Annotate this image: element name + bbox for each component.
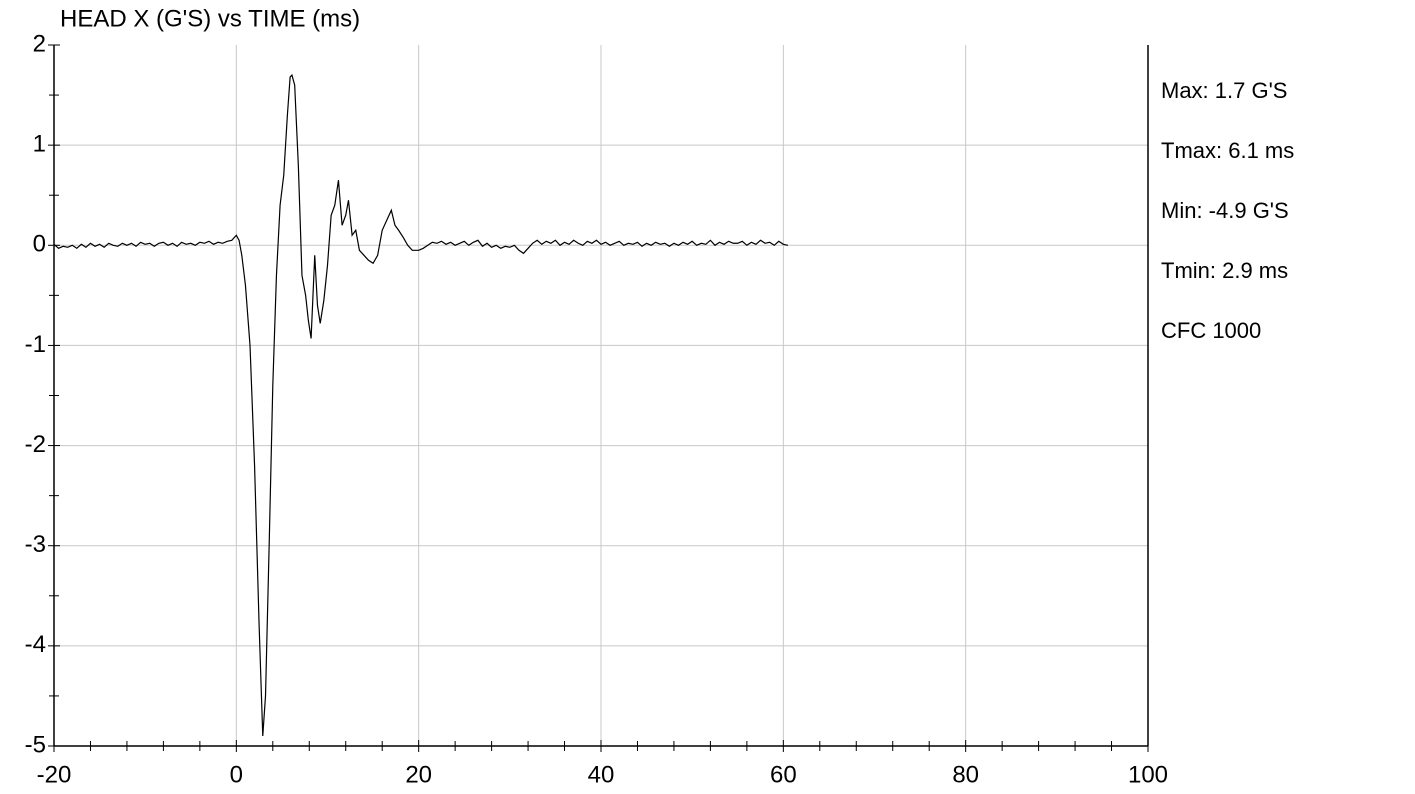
y-tick-label: -5 [25, 731, 46, 758]
y-tick-label: 1 [33, 130, 46, 157]
x-tick-label: 60 [770, 761, 797, 788]
x-tick-label: 20 [405, 761, 432, 788]
stat-label: Tmax: 6.1 ms [1161, 138, 1294, 163]
chart-title: HEAD X (G'S) vs TIME (ms) [60, 5, 360, 32]
y-tick-label: -2 [25, 431, 46, 458]
x-tick-label: 100 [1128, 761, 1168, 788]
x-tick-label: -20 [37, 761, 72, 788]
stat-label: Min: -4.9 G'S [1161, 198, 1289, 223]
x-tick-label: 40 [588, 761, 615, 788]
x-tick-label: 0 [230, 761, 243, 788]
stat-label: Max: 1.7 G'S [1161, 78, 1287, 103]
stat-label: Tmin: 2.9 ms [1161, 258, 1288, 283]
y-tick-label: -4 [25, 631, 46, 658]
y-tick-label: 0 [33, 231, 46, 258]
data-line [53, 73, 789, 737]
stat-label: CFC 1000 [1161, 318, 1261, 343]
y-tick-label: 2 [33, 30, 46, 57]
y-tick-label: -3 [25, 531, 46, 558]
x-tick-label: 80 [952, 761, 979, 788]
y-tick-label: -1 [25, 331, 46, 358]
